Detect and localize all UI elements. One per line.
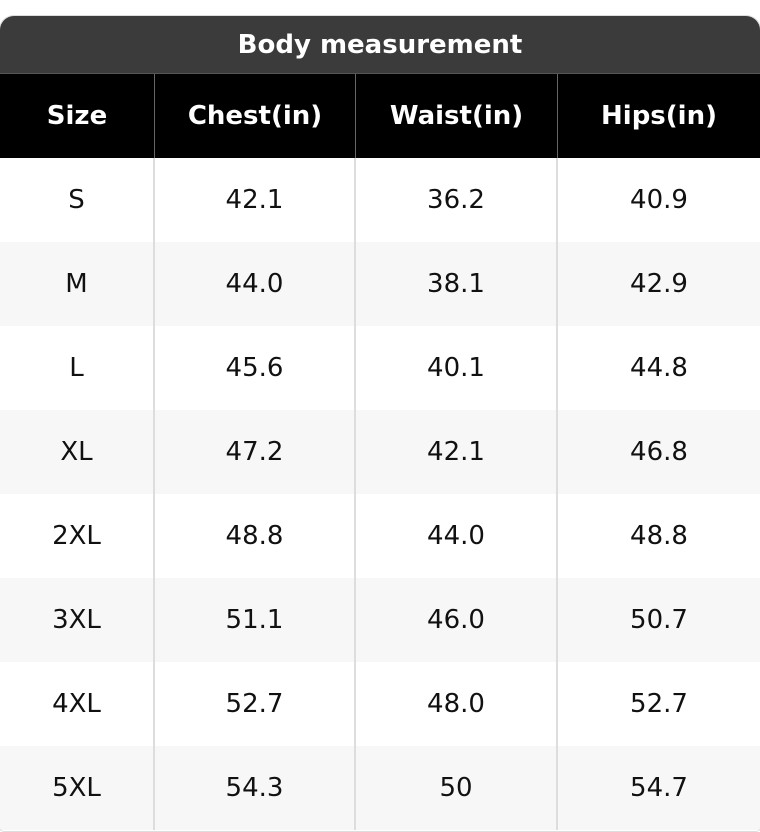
data-row: 4XL 52.7 48.0 52.7	[0, 662, 760, 746]
size-table: Body measurement Size Chest(in) Waist(in) H…	[0, 16, 760, 831]
table-cell: 42.1	[155, 158, 356, 242]
table-cell: 38.1	[356, 242, 558, 326]
data-row: S 42.1 36.2 40.9	[0, 158, 760, 242]
table-cell: 46.0	[356, 578, 558, 662]
table-cell: 51.1	[155, 578, 356, 662]
table-cell: 54.7	[630, 773, 688, 803]
header-cell: Size	[0, 74, 155, 158]
table-cell: 48.8	[630, 521, 688, 551]
table-cell: 50.7	[630, 605, 688, 635]
table-cell: 40.9	[630, 185, 688, 215]
table-title: Body measurement	[0, 16, 760, 73]
table-cell: XL	[0, 410, 155, 494]
data-row: 3XL 51.1 46.0 50.7	[0, 578, 760, 662]
table-cell: 48.0	[356, 662, 558, 746]
table-cell: 2XL	[0, 494, 155, 578]
table-cell: 44.0	[155, 242, 356, 326]
table-body: Size Chest(in) Waist(in) Hips(in) S 42.1 36.2 4…	[0, 73, 760, 830]
table-cell: 52.7	[630, 689, 688, 719]
table-cell: 42.9	[630, 269, 688, 299]
table-cell: 40.1	[356, 326, 558, 410]
table-cell: 5XL	[0, 746, 155, 830]
table-cell: 44.0	[356, 494, 558, 578]
table-cell: 3XL	[0, 578, 155, 662]
table-cell: 46.8	[630, 437, 688, 467]
data-row: 5XL 54.3 50 54.7	[0, 746, 760, 830]
header-cell: Chest(in)	[155, 74, 356, 158]
table-cell: 54.3	[155, 746, 356, 830]
header-cell: Hips(in)	[601, 101, 717, 131]
data-row: M 44.0 38.1 42.9	[0, 242, 760, 326]
data-row: L 45.6 40.1 44.8	[0, 326, 760, 410]
table-cell: 45.6	[155, 326, 356, 410]
data-row: 2XL 48.8 44.0 48.8	[0, 494, 760, 578]
table-cell: S	[0, 158, 155, 242]
table-cell: 44.8	[630, 353, 688, 383]
table-cell: 36.2	[356, 158, 558, 242]
table-cell: M	[0, 242, 155, 326]
table-cell: 4XL	[0, 662, 155, 746]
table-cell: 50	[356, 746, 558, 830]
table-cell: 47.2	[155, 410, 356, 494]
table-cell: 42.1	[356, 410, 558, 494]
table-cell: 48.8	[155, 494, 356, 578]
table-cell: 52.7	[155, 662, 356, 746]
header-row: Size Chest(in) Waist(in) Hips(in)	[0, 73, 760, 158]
data-row: XL 47.2 42.1 46.8	[0, 410, 760, 494]
table-cell: L	[0, 326, 155, 410]
header-cell: Waist(in)	[356, 74, 558, 158]
